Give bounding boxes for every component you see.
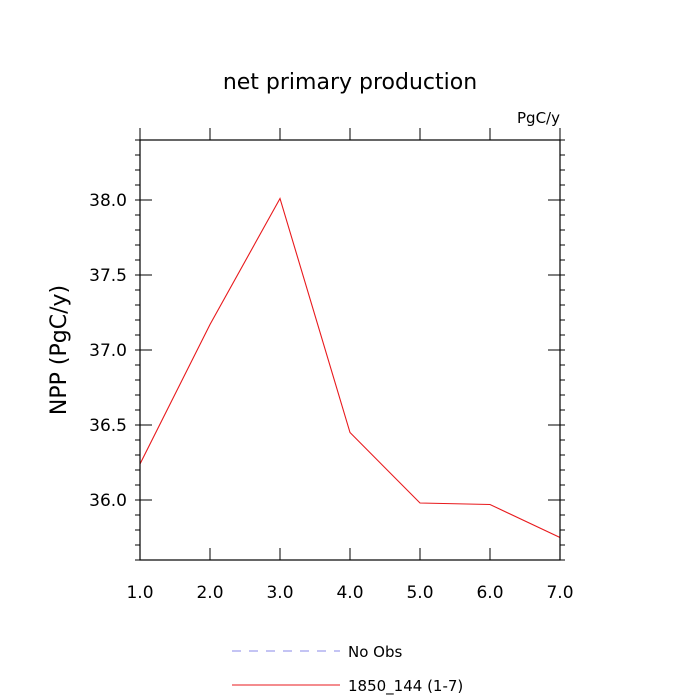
y-tick-label: 37.0 — [89, 341, 127, 361]
x-tick-label: 6.0 — [476, 583, 503, 603]
legend: No Obs 1850_144 (1-7) — [232, 643, 463, 696]
y-axis-label: NPP (PgC/y) — [47, 285, 72, 415]
x-tick-label: 1.0 — [126, 583, 153, 603]
plot-frame — [139, 139, 561, 561]
y-tick-label: 37.5 — [89, 266, 127, 286]
axis-tick-labels: 1.0 2.0 3.0 4.0 5.0 6.0 7.0 36.0 36.5 37.0 37.5 38.… — [89, 191, 573, 603]
chart-title: net primary production — [223, 70, 477, 95]
series-line-1850-144 — [139, 197, 561, 538]
x-tick-label: 3.0 — [266, 583, 293, 603]
x-tick-label: 2.0 — [196, 583, 223, 603]
legend-1850-144-label: 1850_144 (1-7) — [348, 677, 463, 696]
x-tick-label: 5.0 — [406, 583, 433, 603]
x-tick-label: 7.0 — [546, 583, 573, 603]
x-tick-label: 4.0 — [336, 583, 363, 603]
units-label: PgC/y — [517, 109, 560, 127]
axis-ticks — [135, 128, 565, 561]
y-tick-label: 36.5 — [89, 416, 127, 436]
y-tick-label: 36.0 — [89, 491, 127, 511]
y-tick-label: 38.0 — [89, 191, 127, 211]
legend-no-obs-label: No Obs — [348, 643, 402, 661]
series-layer — [139, 197, 561, 538]
